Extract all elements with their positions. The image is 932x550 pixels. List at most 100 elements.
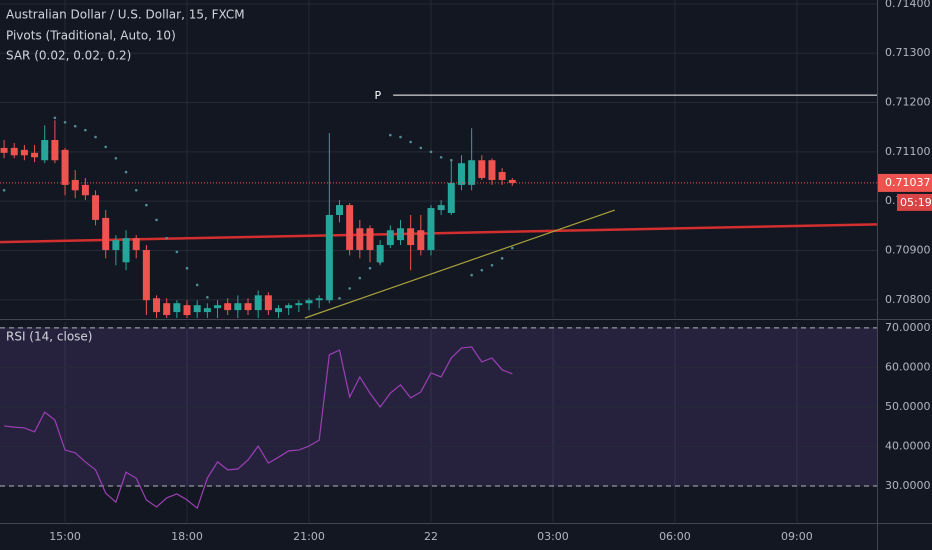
- candle-body: [386, 230, 394, 246]
- sar-dot: [94, 135, 97, 139]
- candle-body: [396, 228, 404, 241]
- sar-dot: [399, 135, 402, 139]
- y-tick-label: 0.71100: [885, 145, 931, 158]
- candle-body: [163, 303, 171, 316]
- candle-body: [234, 303, 242, 311]
- candle-body: [92, 195, 100, 220]
- trendline: [304, 209, 615, 319]
- candle-body: [214, 305, 222, 309]
- countdown-box: [897, 193, 932, 211]
- candle-body: [457, 163, 465, 185]
- candle-body: [51, 140, 59, 161]
- candle-body: [407, 228, 415, 246]
- y-tick-label: 0.70900: [885, 243, 931, 256]
- candle-body: [295, 303, 303, 306]
- sar-dot: [84, 128, 87, 132]
- sar-dot: [510, 246, 514, 250]
- candle-body: [366, 228, 374, 250]
- candle-body: [112, 240, 120, 250]
- marks-layer: [0, 94, 878, 510]
- sar-dot: [429, 150, 433, 154]
- candle-body: [447, 182, 455, 213]
- sar-dot: [195, 283, 199, 287]
- legend-entry: RSI (14, close): [6, 330, 92, 344]
- sar-dot: [175, 250, 179, 254]
- sar-dot: [439, 155, 443, 159]
- y-tick-label: 0.71300: [885, 46, 931, 59]
- sar-dot: [368, 266, 372, 270]
- sar-dot: [348, 287, 351, 290]
- candle-body: [376, 245, 384, 263]
- sar-dot: [185, 266, 189, 270]
- sar-dot: [73, 124, 77, 128]
- candle-body: [132, 238, 140, 250]
- candle-body: [244, 303, 252, 311]
- candle-body: [356, 228, 364, 250]
- candle-body: [285, 305, 293, 309]
- candle-body: [305, 300, 313, 304]
- y-tick-label: 0.71400: [885, 0, 931, 10]
- y-tick-label: 40.0000: [885, 440, 931, 453]
- candle-body: [498, 172, 506, 180]
- candle-body: [508, 179, 516, 183]
- candle-body: [417, 230, 425, 250]
- sar-dot: [419, 146, 423, 150]
- sar-dot: [2, 189, 6, 192]
- y-tick-label: 30.0000: [885, 479, 931, 492]
- sar-dot: [104, 145, 108, 149]
- candle-body: [346, 205, 354, 250]
- candle-body: [41, 140, 49, 161]
- candle-body: [183, 305, 191, 316]
- trendline: [0, 223, 878, 244]
- last-price-box: [878, 173, 932, 192]
- sar-dot: [114, 156, 118, 160]
- sar-dot: [155, 218, 158, 222]
- sar-dot: [500, 257, 504, 260]
- labels-layer: 15:00 18:00 21:00 22 03:00 06:00 09:00 0.71400 0…: [49, 0, 932, 543]
- sar-dot: [206, 295, 209, 299]
- y-tick-label: 50.0000: [885, 400, 931, 413]
- sar-dot: [409, 140, 412, 144]
- rsi-line: [3, 346, 513, 510]
- legend-entry: SAR (0.02, 0.02, 0.2): [6, 49, 131, 63]
- candle-body: [122, 238, 130, 263]
- x-tick-label: 09:00: [781, 530, 813, 543]
- candle-body: [71, 179, 79, 191]
- sar-dot: [124, 170, 128, 174]
- y-tick-label: 60.0000: [885, 360, 931, 373]
- sar-dot: [145, 203, 148, 207]
- candle-body: [264, 295, 272, 311]
- countdown-label: 05:19: [900, 196, 932, 209]
- candle-body: [224, 303, 232, 311]
- y-tick-label: 0.71200: [885, 96, 931, 109]
- sar-dot: [389, 133, 392, 137]
- pivot-label: P: [375, 89, 382, 102]
- x-tick-label: 21:00: [293, 530, 325, 543]
- sar-dot: [63, 120, 67, 124]
- candle-body: [315, 298, 323, 301]
- candle-body: [468, 160, 476, 185]
- y-tick-label: 70.0000: [885, 321, 931, 334]
- x-tick-label: 03:00: [537, 530, 569, 543]
- candle-body: [142, 249, 150, 301]
- chart-title: Australian Dollar / U.S. Dollar, 15, FXC…: [6, 8, 245, 22]
- candle-body: [61, 149, 69, 185]
- sar-dot: [480, 268, 484, 272]
- candle-body: [173, 303, 181, 313]
- candle-body: [488, 160, 496, 180]
- sar-dot: [490, 263, 494, 267]
- x-tick-label: 22: [424, 530, 438, 543]
- candle-body: [193, 305, 201, 313]
- candle-body: [335, 205, 343, 215]
- y-tick-label: 0.70800: [885, 293, 931, 306]
- candle-body: [31, 152, 39, 158]
- candle-body: [427, 208, 435, 250]
- candle-body: [478, 160, 486, 178]
- sar-dot: [470, 273, 473, 277]
- candle-body: [81, 184, 89, 196]
- sar-dot: [134, 189, 138, 192]
- candle-body: [325, 214, 333, 301]
- sar-dot: [53, 116, 57, 120]
- grid-layer: [0, 0, 877, 522]
